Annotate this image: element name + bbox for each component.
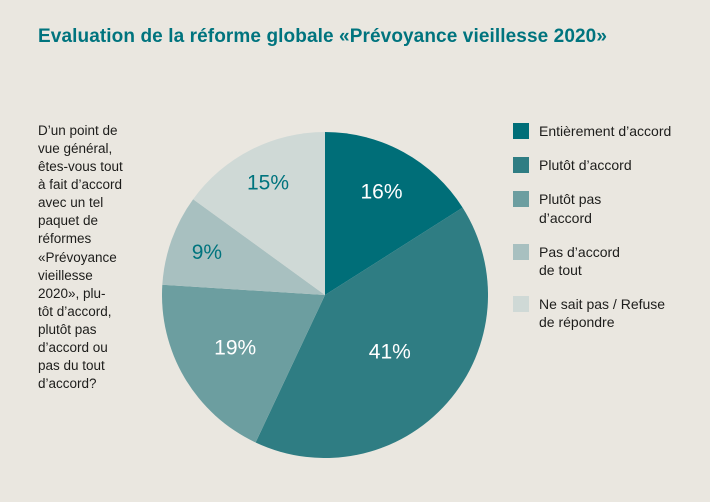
legend-label: Plutôt pas d’accord xyxy=(539,191,602,226)
pie-value-label: 16% xyxy=(360,181,402,204)
legend-swatch-icon xyxy=(513,243,529,260)
legend-swatch-icon xyxy=(513,157,529,174)
page-title: Evaluation de la réforme globale «Prévoy… xyxy=(38,26,608,47)
pie-slice-2 xyxy=(161,284,325,443)
legend-label: Ne sait pas / Refuse de répondre xyxy=(539,296,666,331)
legend-label: Entièrement d’accord xyxy=(539,123,672,139)
pie-chart-container: 16% 41% 19% 9% 15% xyxy=(161,132,489,459)
pie-value-label: 15% xyxy=(247,172,289,195)
legend-item: Ne sait pas / Refuse de répondre xyxy=(513,295,693,331)
legend-swatch-icon xyxy=(513,191,529,208)
legend-swatch-icon xyxy=(513,123,529,139)
legend-label: Pas d’accord de tout xyxy=(539,243,620,278)
pie-slice-4 xyxy=(193,132,325,295)
pie-slice-0 xyxy=(325,132,463,295)
pie-slice-1 xyxy=(255,207,489,459)
legend-item: Plutôt d’accord xyxy=(513,156,693,174)
pie-slice-3 xyxy=(162,199,325,295)
pie-value-label: 9% xyxy=(192,241,222,264)
legend-swatch-icon xyxy=(513,296,529,313)
pie-chart: 16% 41% 19% 9% 15% xyxy=(161,132,489,459)
chart-legend: Entièrement d’accord Plutôt d’accord Plu… xyxy=(513,122,693,332)
legend-item: Plutôt pas d’accord xyxy=(513,190,693,226)
survey-question-text: D’un point de vue général, êtes-vous tou… xyxy=(38,123,123,392)
legend-item: Pas d’accord de tout xyxy=(513,243,693,279)
pie-value-label: 19% xyxy=(214,337,256,360)
pie-value-label: 41% xyxy=(369,341,411,364)
legend-item: Entièrement d’accord xyxy=(513,122,693,140)
legend-label: Plutôt d’accord xyxy=(539,157,632,174)
